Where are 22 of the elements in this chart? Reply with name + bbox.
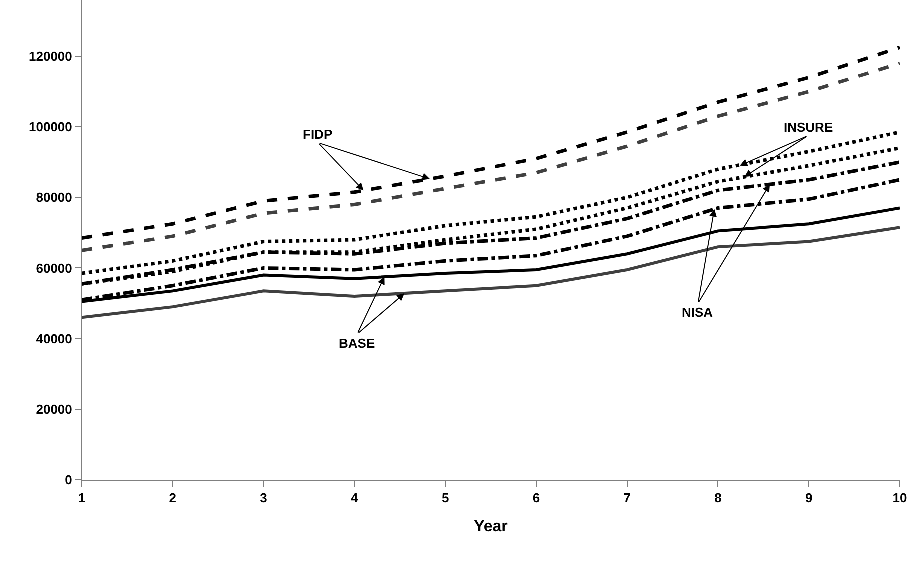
annotation: FIDP bbox=[303, 127, 333, 142]
y-tick-label: 120000 bbox=[29, 49, 72, 64]
x-tick-label: 1 bbox=[78, 490, 86, 506]
y-tick-label: 100000 bbox=[29, 120, 72, 135]
y-tick-label: 0 bbox=[65, 472, 72, 488]
annotation: NISA bbox=[682, 305, 714, 320]
x-axis-title: Year bbox=[474, 518, 508, 536]
x-tick-label: 4 bbox=[351, 490, 360, 506]
y-tick-label: 40000 bbox=[36, 331, 72, 346]
x-tick-label: 2 bbox=[169, 490, 177, 506]
x-tick-label: 10 bbox=[892, 490, 908, 506]
y-tick-label: 80000 bbox=[36, 190, 72, 206]
x-tick-label: 9 bbox=[805, 490, 813, 506]
x-tick-label: 7 bbox=[624, 490, 631, 506]
x-tick-label: 8 bbox=[714, 490, 722, 506]
annotation: INSURE bbox=[784, 120, 834, 135]
y-tick-label: 60000 bbox=[36, 260, 72, 276]
x-tick-label: 5 bbox=[442, 490, 450, 506]
x-tick-label: 3 bbox=[260, 490, 268, 506]
annotation: BASE bbox=[339, 336, 376, 351]
y-tick-label: 20000 bbox=[36, 402, 72, 417]
x-tick-label: 6 bbox=[532, 490, 540, 506]
